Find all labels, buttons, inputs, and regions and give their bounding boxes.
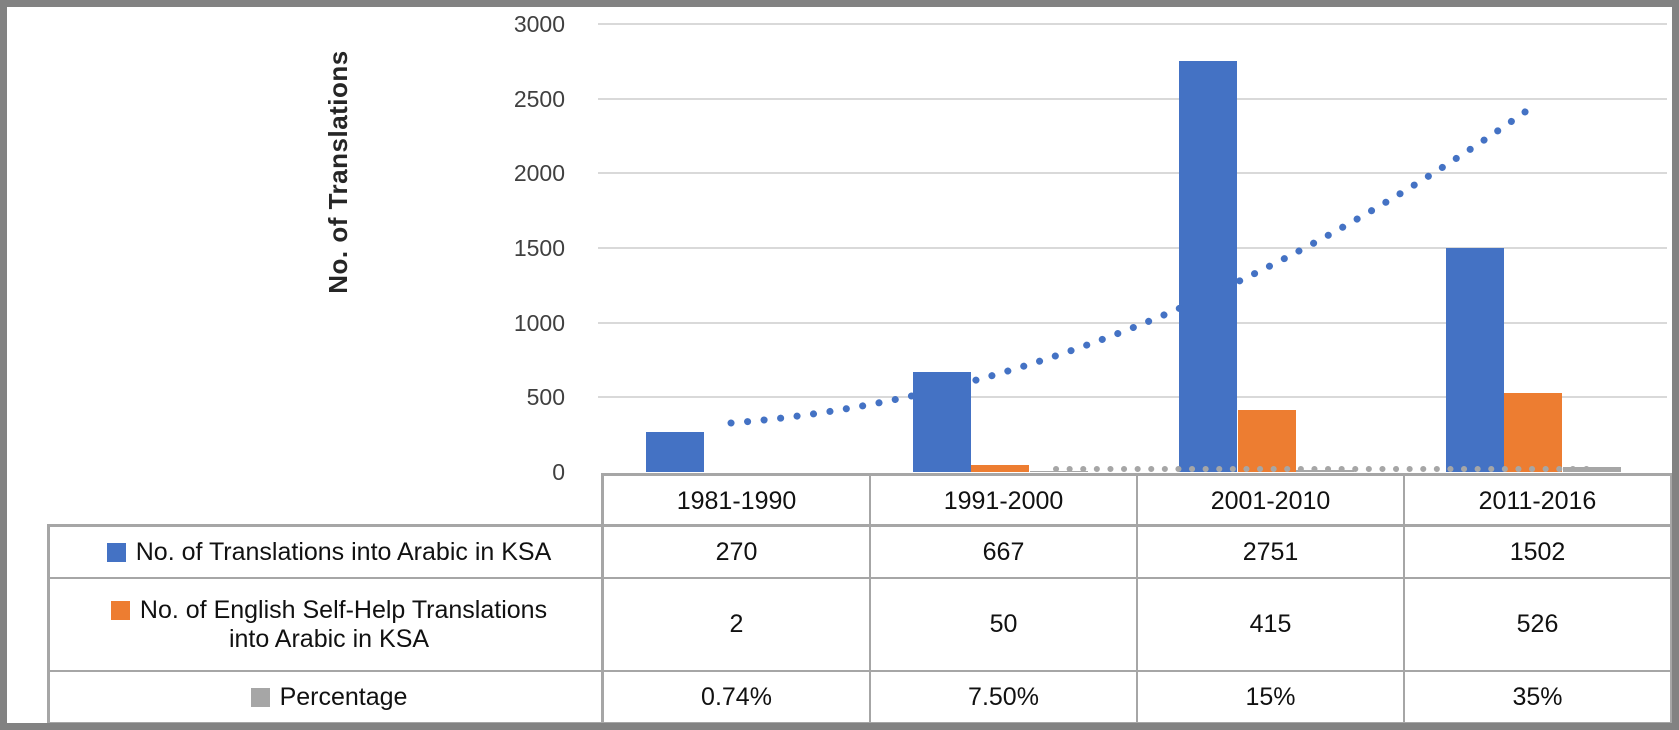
category-header: 2011-2016 xyxy=(1405,476,1670,527)
series-label-column: No. of Translations into Arabic in KSA N… xyxy=(47,524,607,730)
table-value: 2751 xyxy=(1138,527,1403,577)
bar-orange-1991-2000 xyxy=(971,464,1030,472)
bar-orange-2001-2010 xyxy=(1237,410,1296,472)
table-value: 15% xyxy=(1138,672,1403,722)
y-axis-tick-label: 1000 xyxy=(513,309,565,336)
bar-orange-2011-2016 xyxy=(1504,393,1563,472)
table-value: 667 xyxy=(871,527,1136,577)
y-axis-tick-label: 500 xyxy=(526,384,565,411)
series-label: No. of English Self-Help Translations xyxy=(139,595,548,624)
category-header-row: 1981-1990 1991-2000 2001-2010 2011-2016 xyxy=(601,473,1673,530)
trendline-blue-dotted xyxy=(727,103,1536,427)
y-axis-tick-label: 0 xyxy=(552,459,565,485)
y-axis-tick-label: 3000 xyxy=(513,11,565,37)
legend-square-gray-icon xyxy=(250,687,270,707)
gridline xyxy=(598,321,1667,324)
bar-blue-2011-2016 xyxy=(1445,247,1504,472)
bar-gray-2001-2010 xyxy=(1296,469,1355,472)
legend-square-orange-icon xyxy=(110,600,130,620)
bar-gray-2011-2016 xyxy=(1562,466,1621,472)
table-value: 50 xyxy=(871,579,1136,670)
y-axis-tick-label: 1500 xyxy=(513,235,565,261)
series-label: No. of Translations into Arabic in KSA xyxy=(135,537,552,566)
table-value: 2 xyxy=(604,579,869,670)
series-label-row: No. of Translations into Arabic in KSA xyxy=(50,527,604,577)
gridline xyxy=(598,172,1667,175)
series-label-row: Percentage xyxy=(50,672,604,722)
series-label-row: No. of English Self-Help Translations in… xyxy=(50,579,604,670)
gridline xyxy=(598,396,1667,399)
table-value: 7.50% xyxy=(871,672,1136,722)
series-label-wrap: into Arabic in KSA xyxy=(228,624,430,653)
table-value: 35% xyxy=(1405,672,1670,722)
series-label: Percentage xyxy=(279,682,408,711)
legend-square-blue-icon xyxy=(106,542,126,562)
gridline xyxy=(598,97,1667,100)
bar-gray-1991-2000 xyxy=(1029,470,1088,472)
bar-blue-2001-2010 xyxy=(1179,61,1238,472)
gridline xyxy=(598,247,1667,249)
table-value: 270 xyxy=(604,527,869,577)
gridline xyxy=(598,23,1667,25)
category-header: 1991-2000 xyxy=(871,476,1136,527)
y-axis-tick-label: 2500 xyxy=(513,85,565,112)
table-value: 0.74% xyxy=(604,672,869,722)
table-value: 526 xyxy=(1405,579,1670,670)
y-axis-tick-label: 2000 xyxy=(513,160,565,187)
category-header: 1981-1990 xyxy=(604,476,869,527)
table-value: 1502 xyxy=(1405,527,1670,577)
table-value: 415 xyxy=(1138,579,1403,670)
data-table-values: 270 667 2751 1502 2 50 415 526 0.74% 7.5… xyxy=(601,524,1673,730)
bar-blue-1981-1990 xyxy=(646,431,705,472)
category-header: 2001-2010 xyxy=(1138,476,1403,527)
